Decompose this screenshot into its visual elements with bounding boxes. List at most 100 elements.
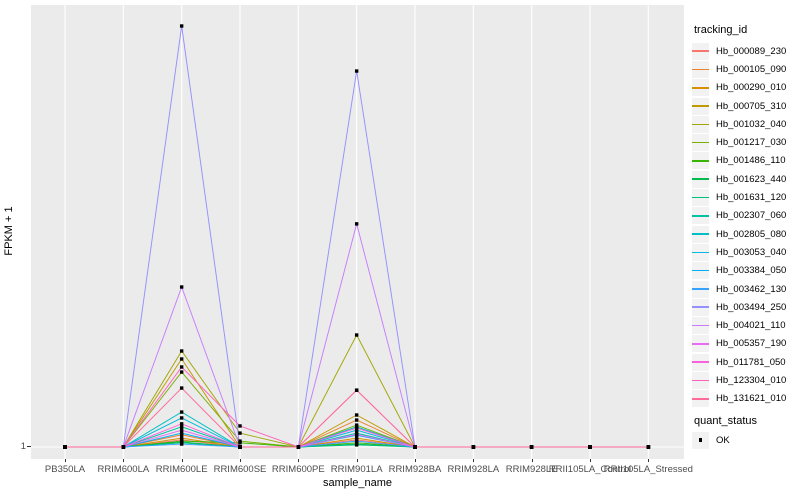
legend-entry-Hb_003053_040: Hb_003053_040 [692, 243, 800, 261]
data-point [646, 445, 651, 449]
legend-key-swatch [692, 390, 709, 408]
data-point [354, 333, 359, 337]
legend-entry-Hb_131621_010: Hb_131621_010 [692, 390, 800, 408]
ok-point-key [692, 431, 709, 449]
legend-entry-Hb_123304_010: Hb_123304_010 [692, 371, 800, 389]
x-tick-label-RRII105LA_Control: RRII105LA_Control [548, 464, 632, 475]
plot-panel [31, 5, 684, 459]
legend-entry-Hb_003494_250: Hb_003494_250 [692, 298, 800, 316]
x-tick-label-RRIM600SE: RRIM600SE [213, 464, 267, 475]
legend-key-swatch [692, 353, 709, 371]
data-point [588, 445, 592, 449]
legend-entry-label: Hb_131621_010 [716, 393, 787, 405]
legend-entry-label: Hb_000089_230 [716, 45, 787, 57]
legend-entry-Hb_002307_060: Hb_002307_060 [692, 207, 800, 225]
data-point [179, 410, 184, 414]
data-point [354, 432, 359, 437]
legend-entry-label: Hb_002805_080 [716, 228, 787, 240]
x-tick-mark [356, 459, 358, 462]
legend-key-swatch [692, 97, 709, 115]
x-tick-mark [239, 459, 241, 462]
legend-line-icon [692, 215, 709, 217]
legend-key-swatch [692, 115, 709, 133]
legend-entry-Hb_003384_050: Hb_003384_050 [692, 262, 800, 280]
legend-line-icon [692, 288, 709, 290]
legend-entry-label: Hb_001486_110 [716, 155, 786, 167]
legend-line-icon [692, 160, 709, 162]
legend-entry-Hb_000105_090: Hb_000105_090 [692, 60, 800, 78]
legend-entry-Hb_001032_040: Hb_001032_040 [692, 115, 800, 133]
legend-entry-Hb_005357_190: Hb_005357_190 [692, 335, 800, 353]
legend-entry-label: Hb_005357_190 [716, 338, 787, 350]
x-tick-label-RRIM600LE: RRIM600LE [155, 464, 208, 475]
line-chart [31, 5, 684, 459]
legend-entry-label: Hb_003053_040 [716, 246, 787, 258]
data-point [354, 426, 359, 430]
data-point [179, 386, 184, 390]
data-point [354, 443, 359, 447]
legend-line-icon [692, 324, 709, 327]
y-tick-label: 1 [20, 441, 26, 452]
legend-entry-label: OK [716, 434, 730, 446]
legend-entry-label: Hb_003462_130 [716, 283, 787, 295]
x-tick-label-PB350LA: PB350LA [44, 464, 86, 475]
data-point [179, 442, 184, 446]
legend-line-icon [692, 68, 709, 71]
legend-entries: Hb_000089_230 Hb_000105_090 Hb_000290_010 H… [692, 42, 800, 408]
data-point [354, 388, 359, 392]
legend-title-tracking-id: tracking_id [694, 24, 748, 36]
x-tick-label-RRIM600PE: RRIM600PE [271, 464, 325, 475]
legend-line-icon [692, 50, 709, 52]
data-point [413, 445, 417, 449]
legend-entry-label: Hb_123304_010 [716, 374, 787, 386]
data-point [296, 445, 301, 449]
legend-entry-label: Hb_011781_050 [716, 356, 786, 368]
legend-key-swatch [692, 243, 709, 261]
legend-line-icon [692, 233, 709, 235]
legend-entry-Hb_001217_030: Hb_001217_030 [692, 133, 800, 152]
data-point [238, 424, 242, 428]
legend-key-swatch [692, 42, 709, 60]
x-tick-label-RRIM901LA: RRIM901LA [330, 464, 383, 475]
data-point [354, 69, 359, 73]
legend-entry-Hb_002805_080: Hb_002805_080 [692, 225, 800, 243]
data-point [354, 436, 359, 440]
legend-entry-label: Hb_001217_030 [716, 137, 787, 149]
legend-entry-label: Hb_003494_250 [716, 301, 787, 313]
data-point [179, 370, 184, 374]
legend-entry-Hb_001631_120: Hb_001631_120 [692, 188, 800, 207]
x-tick-label-RRII105LA_Stressed: RRII105LA_Stressed [603, 464, 693, 475]
legend-line-icon [692, 379, 709, 382]
legend-key-swatch [692, 60, 709, 78]
data-point [238, 431, 242, 435]
legend-entry-Hb_001623_440: Hb_001623_440 [692, 170, 800, 188]
legend-entry-Hb_003462_130: Hb_003462_130 [692, 280, 800, 298]
legend-entry-label: Hb_001032_040 [716, 118, 787, 130]
x-axis-title: sample_name [322, 477, 393, 489]
legend-entry-label: Hb_001623_440 [716, 173, 787, 185]
legend-key-swatch [692, 152, 709, 170]
data-point [354, 418, 359, 422]
data-point [179, 431, 184, 435]
legend-line-icon [692, 123, 709, 126]
legend-entry-label: Hb_000105_090 [716, 63, 787, 75]
x-tick-mark [123, 459, 125, 462]
data-point [179, 425, 184, 429]
legend-entry-label: Hb_001631_120 [716, 192, 787, 204]
legend-key-swatch [692, 225, 709, 243]
x-tick-label-RRIM600LA: RRIM600LA [97, 464, 150, 475]
legend-line-icon [692, 105, 709, 107]
y-tick-mark [27, 446, 31, 447]
legend-key-swatch [692, 280, 709, 298]
data-point [179, 416, 184, 420]
data-point [179, 24, 184, 28]
legend-key-swatch [692, 207, 709, 225]
legend-line-icon [692, 86, 709, 89]
legend-line-icon [692, 141, 709, 144]
data-point [179, 365, 184, 369]
data-point [179, 436, 184, 440]
legend-key-swatch [692, 298, 709, 316]
legend-key-swatch [692, 79, 709, 97]
data-point [354, 222, 359, 226]
